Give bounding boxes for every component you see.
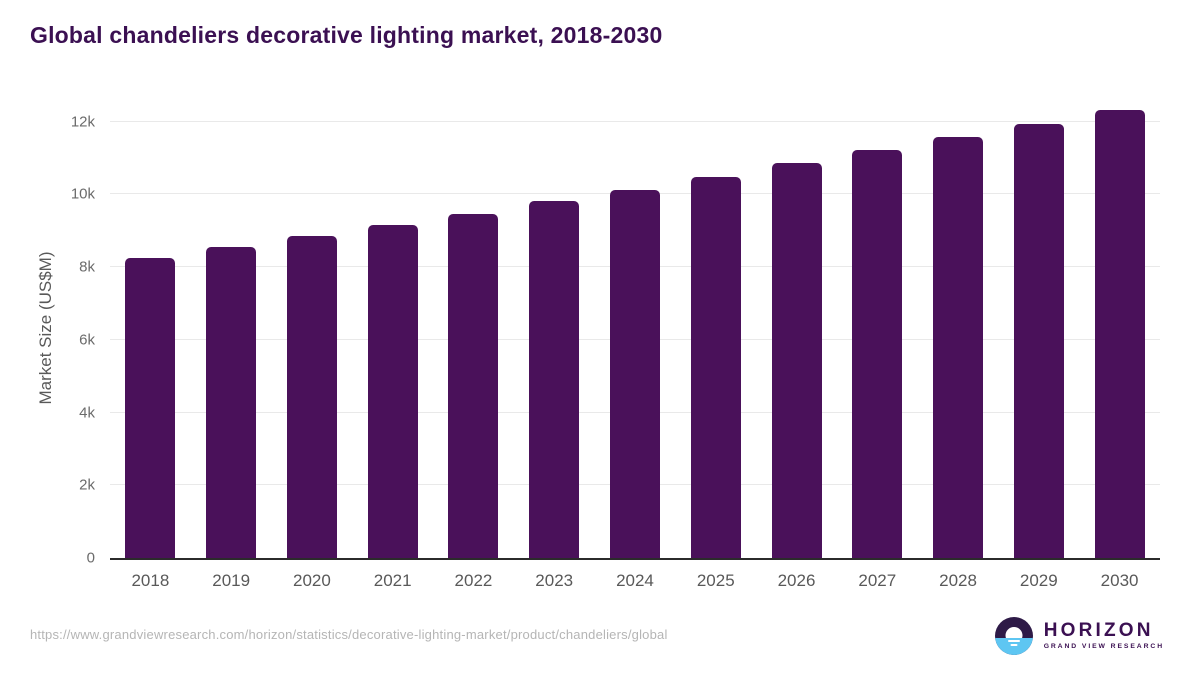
bar-2023[interactable] [529,201,580,558]
bar-2018[interactable] [125,258,176,558]
bar-2026[interactable] [771,163,822,558]
bar-2021[interactable] [367,224,418,558]
bar-slot-2028 [918,98,999,558]
bar-slot-2024 [595,98,676,558]
y-tick-6k: 6k [79,331,95,349]
x-label-2030: 2030 [1100,571,1139,590]
y-tick-4k: 4k [79,404,95,422]
sun-reflection-line [1007,640,1020,642]
bar-slot-2027 [837,98,918,558]
bars-layer [110,98,1160,558]
sun-reflection-line [1010,644,1018,646]
bar-slot-2029 [998,98,1079,558]
x-label-2026: 2026 [777,571,816,590]
x-label-2024: 2024 [616,571,654,590]
y-tick-2k: 2k [79,476,95,494]
y-tick-8k: 8k [79,258,95,276]
bar-2022[interactable] [448,214,499,558]
bar-slot-2030 [1079,98,1160,558]
horizon-logo[interactable]: HORIZON GRAND VIEW RESEARCH [994,617,1164,655]
page-title: Global chandeliers decorative lighting m… [30,22,663,48]
bar-2020[interactable] [286,235,337,558]
source-url-link[interactable]: https://www.grandviewresearch.com/horizo… [30,627,668,642]
bar-slot-2022 [433,98,514,558]
logo-subtitle: GRAND VIEW RESEARCH [1043,643,1164,651]
x-label-2019: 2019 [212,571,251,590]
y-tick-10k: 10k [70,185,95,203]
x-label-2028: 2028 [939,571,977,590]
y-axis-label: Market Size (US$M) [36,251,55,405]
bar-slot-2018 [110,98,191,558]
horizon-sunset-icon [994,617,1033,655]
x-label-2021: 2021 [373,571,412,590]
bar-slot-2026 [756,98,837,558]
x-label-2018: 2018 [131,571,170,590]
bar-2030[interactable] [1094,109,1145,558]
bar-2028[interactable] [933,136,984,558]
bar-slot-2019 [191,98,272,558]
x-label-2027: 2027 [858,571,897,590]
x-label-2023: 2023 [535,571,574,590]
x-label-2025: 2025 [696,571,735,590]
bar-slot-2023 [514,98,595,558]
y-tick-0: 0 [86,549,95,567]
bar-chart-plot-area: 0 2k 4k 6k 8k 10k 12k 2018 2019 2020 2021 2022 2023… [71,98,1160,590]
gridline-12k [110,120,1160,122]
x-axis-labels: 2018 2019 2020 2021 2022 2023 2024 2025 2026 2027… [110,571,1160,591]
logo-text: HORIZON GRAND VIEW RESEARCH [1044,621,1164,651]
bar-2024[interactable] [609,189,660,558]
water-shape [994,638,1033,655]
bar-slot-2025 [675,98,756,558]
y-tick-12k: 12k [70,113,95,131]
bar-slot-2020 [272,98,353,558]
bar-2029[interactable] [1013,123,1064,558]
x-label-2029: 2029 [1019,571,1058,590]
bar-2019[interactable] [206,247,257,558]
bar-slot-2021 [352,98,433,558]
bar-2027[interactable] [852,149,903,558]
bar-2025[interactable] [690,176,741,558]
logo-title: HORIZON [1043,620,1154,642]
x-label-2020: 2020 [293,571,331,590]
x-label-2022: 2022 [454,571,493,590]
